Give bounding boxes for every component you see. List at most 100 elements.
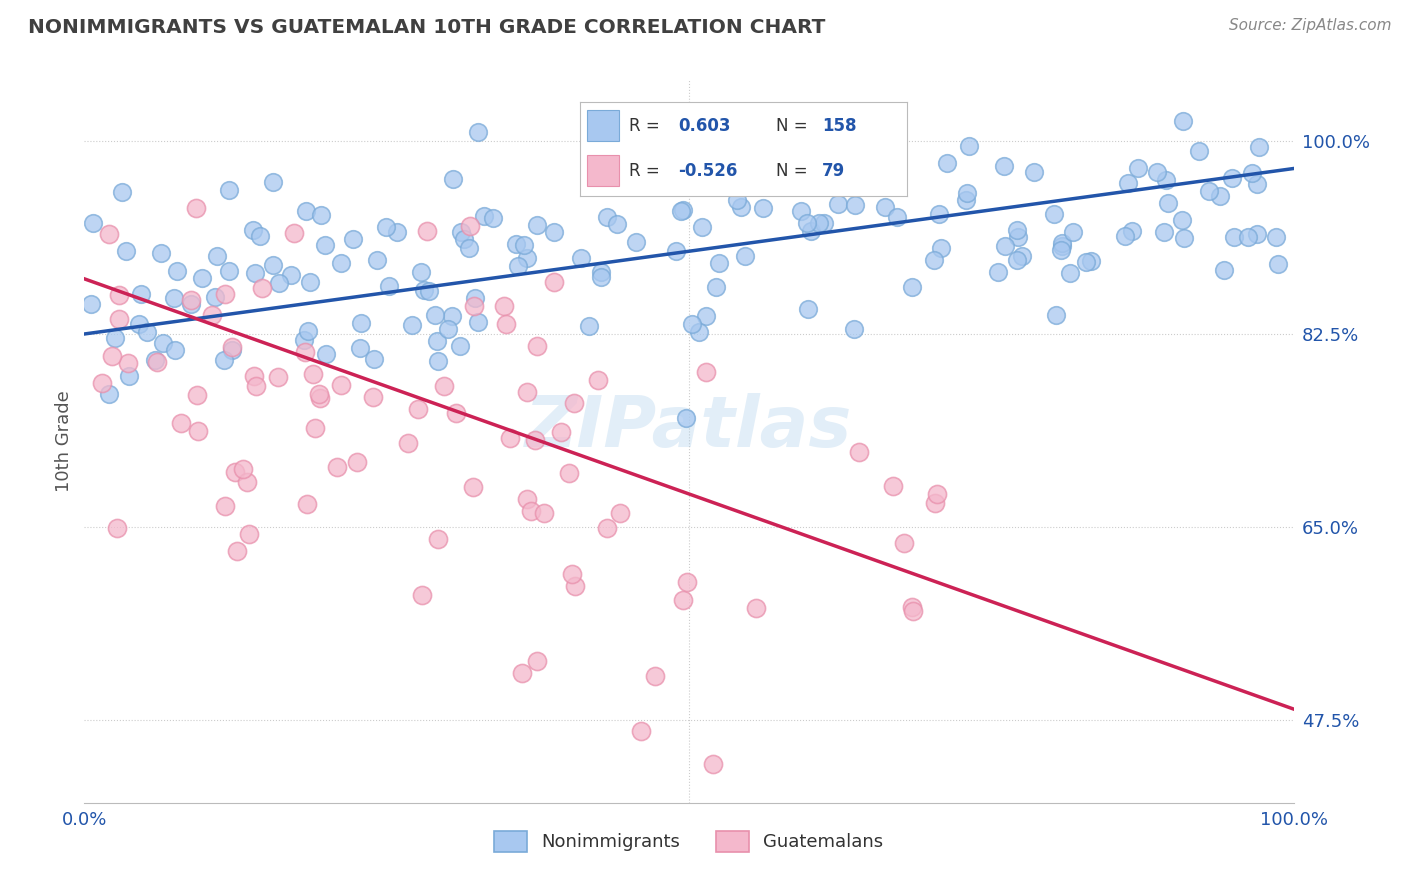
Point xyxy=(589,269,612,284)
Point xyxy=(900,280,922,294)
Point xyxy=(221,341,243,355)
Point xyxy=(221,343,243,358)
Point xyxy=(550,425,572,440)
Point xyxy=(458,219,481,233)
Point xyxy=(461,480,484,494)
Point xyxy=(280,268,302,283)
Point xyxy=(1126,161,1149,175)
Point xyxy=(283,226,305,240)
Point xyxy=(672,593,695,607)
Point xyxy=(363,351,385,366)
Point xyxy=(569,252,592,266)
Point xyxy=(111,185,134,199)
Point xyxy=(1121,224,1143,238)
Point xyxy=(886,210,908,224)
Point xyxy=(378,278,401,293)
Point xyxy=(453,232,475,246)
Point xyxy=(578,319,600,334)
Point xyxy=(406,401,429,416)
Point xyxy=(297,497,319,511)
Point xyxy=(1171,213,1194,227)
Point xyxy=(304,421,326,435)
Point xyxy=(242,223,264,237)
Point xyxy=(115,244,138,259)
Point xyxy=(1059,266,1081,280)
Point xyxy=(105,521,128,535)
Point xyxy=(184,201,207,215)
Point xyxy=(848,445,870,459)
Point xyxy=(796,215,818,229)
Point xyxy=(481,211,503,225)
Point xyxy=(810,144,832,158)
Point xyxy=(927,486,949,500)
Point xyxy=(218,263,240,277)
Point xyxy=(243,266,266,280)
Point xyxy=(994,239,1017,253)
Point xyxy=(1050,239,1073,253)
Point xyxy=(526,654,548,668)
Point xyxy=(745,600,768,615)
Point xyxy=(426,353,449,368)
Point xyxy=(675,411,697,425)
Point xyxy=(564,579,586,593)
Point xyxy=(1213,263,1236,277)
Point xyxy=(690,220,713,235)
Point xyxy=(702,757,724,772)
Point xyxy=(329,378,352,392)
Point xyxy=(813,216,835,230)
Point xyxy=(413,284,436,298)
Point xyxy=(309,391,332,405)
Point xyxy=(426,533,449,547)
Point xyxy=(104,331,127,345)
Point xyxy=(425,334,447,349)
Point xyxy=(725,194,748,208)
Text: NONIMMIGRANTS VS GUATEMALAN 10TH GRADE CORRELATION CHART: NONIMMIGRANTS VS GUATEMALAN 10TH GRADE C… xyxy=(28,18,825,37)
Point xyxy=(326,459,349,474)
Point xyxy=(218,183,240,197)
Point xyxy=(128,317,150,331)
Point xyxy=(987,265,1010,279)
Text: ZIPatlas: ZIPatlas xyxy=(526,392,852,461)
Point xyxy=(695,365,717,379)
Point xyxy=(1080,254,1102,268)
Point xyxy=(315,346,337,360)
Point xyxy=(523,433,546,447)
Point xyxy=(187,424,209,438)
Point xyxy=(1005,223,1028,237)
Point xyxy=(499,431,522,445)
Point xyxy=(609,506,631,520)
Point xyxy=(346,455,368,469)
Point xyxy=(294,345,316,359)
Point xyxy=(467,315,489,329)
Point xyxy=(959,139,981,153)
Point xyxy=(349,341,371,355)
Point xyxy=(928,206,950,220)
Point xyxy=(1011,249,1033,263)
Point xyxy=(520,504,543,518)
Point xyxy=(118,368,141,383)
Point xyxy=(993,159,1015,173)
Point xyxy=(1237,229,1260,244)
Point xyxy=(143,352,166,367)
Point xyxy=(844,198,866,212)
Point xyxy=(695,310,717,324)
Point xyxy=(411,588,433,602)
Point xyxy=(734,249,756,263)
Point xyxy=(311,208,333,222)
Point xyxy=(1267,257,1289,271)
Point xyxy=(1045,308,1067,322)
Point xyxy=(800,224,823,238)
Point xyxy=(495,317,517,331)
Point xyxy=(163,291,186,305)
Point xyxy=(1188,144,1211,158)
Point xyxy=(374,219,396,234)
Point xyxy=(526,338,548,352)
Point xyxy=(1240,166,1263,180)
Point xyxy=(1209,188,1232,202)
Point xyxy=(1043,207,1066,221)
Point xyxy=(180,293,202,308)
Point xyxy=(366,252,388,267)
Point xyxy=(464,291,486,305)
Point xyxy=(516,491,538,506)
Point xyxy=(955,193,977,207)
